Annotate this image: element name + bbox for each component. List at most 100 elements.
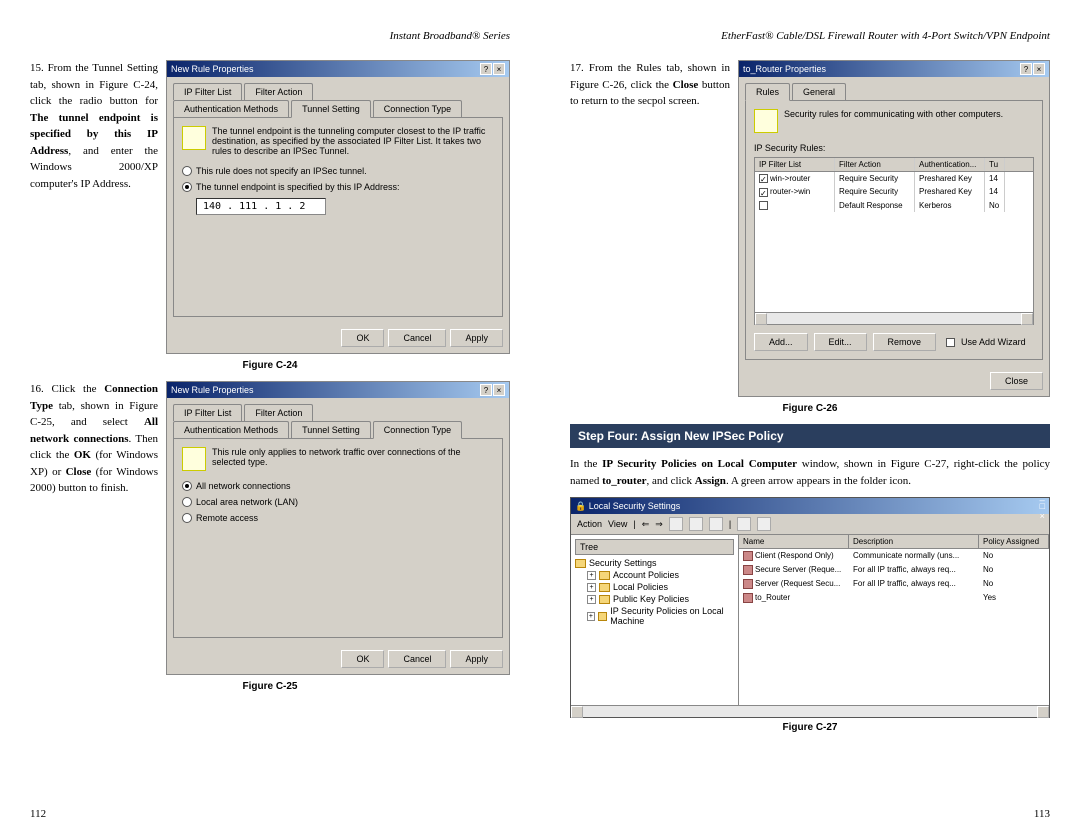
tree-pane[interactable]: Tree Security Settings+Account Policies+… (571, 535, 739, 705)
use-wizard-checkbox[interactable]: Use Add Wizard (946, 337, 1026, 347)
tab-ip-filter[interactable]: IP Filter List (173, 83, 242, 100)
tab-tunnel[interactable]: Tunnel Setting (291, 100, 371, 118)
col-header[interactable]: Description (849, 535, 979, 548)
close-icon[interactable]: × (1040, 511, 1045, 521)
radio-icon (182, 182, 192, 192)
tab-conn-type[interactable]: Connection Type (373, 100, 462, 117)
scrollbar[interactable] (571, 705, 1049, 717)
tab-filter-action[interactable]: Filter Action (244, 404, 313, 421)
col-header[interactable]: Tu (985, 158, 1005, 171)
page-number: 112 (30, 808, 46, 820)
info-icon (754, 109, 778, 133)
tab-row2: Authentication Methods Tunnel Setting Co… (167, 100, 509, 117)
scroll-right-icon[interactable] (1037, 706, 1049, 718)
scroll-right-icon[interactable] (1021, 313, 1033, 325)
bold: Close (673, 79, 699, 91)
apply-button[interactable]: Apply (450, 650, 503, 668)
table-row[interactable]: Default ResponseKerberosNo (755, 199, 1033, 212)
tab-tunnel[interactable]: Tunnel Setting (291, 421, 371, 438)
radio-label: This rule does not specify an IPSec tunn… (196, 166, 367, 176)
radio-ip-tunnel[interactable]: The tunnel endpoint is specified by this… (182, 182, 494, 192)
add-button[interactable]: Add... (754, 333, 808, 351)
tree-header: Tree (575, 539, 734, 555)
col-header[interactable]: Authentication... (915, 158, 985, 171)
dialog-button-row: OK Cancel Apply (167, 323, 509, 353)
forward-icon[interactable]: ⇒ (655, 519, 663, 530)
dialog-title: to_Router Properties (743, 64, 826, 74)
window-buttons: ? × (1020, 63, 1045, 75)
col-header[interactable]: Name (739, 535, 849, 548)
toolbar-icon[interactable] (689, 517, 703, 531)
radio-label: Local area network (LAN) (196, 497, 298, 507)
tab-general[interactable]: General (792, 83, 846, 100)
menu-view[interactable]: View (608, 519, 627, 529)
scroll-left-icon[interactable] (571, 706, 583, 718)
back-icon[interactable]: ⇐ (642, 519, 650, 530)
tree-item[interactable]: Security Settings (575, 557, 734, 569)
rules-listview[interactable]: IP Filter List Filter Action Authenticat… (754, 157, 1034, 325)
section-header: Step Four: Assign New IPSec Policy (570, 424, 1050, 448)
scroll-track[interactable] (583, 706, 1037, 717)
help-icon[interactable]: ? (480, 384, 492, 396)
col-header[interactable]: IP Filter List (755, 158, 835, 171)
tree-item[interactable]: +Account Policies (587, 569, 734, 581)
col-header[interactable]: Policy Assigned (979, 535, 1049, 548)
cancel-button[interactable]: Cancel (388, 650, 446, 668)
page-112: Instant Broadband® Series 15. From the T… (0, 0, 540, 834)
ip-address-input[interactable]: 140 . 111 . 1 . 2 (196, 198, 326, 215)
maximize-icon[interactable]: □ (1040, 501, 1045, 511)
cancel-button[interactable]: Cancel (388, 329, 446, 347)
remove-button[interactable]: Remove (873, 333, 937, 351)
radio-icon (182, 166, 192, 176)
list-item[interactable]: Server (Request Secu...For all IP traffi… (739, 577, 1049, 591)
radio-all-net[interactable]: All network connections (182, 481, 494, 491)
bold: Assign (695, 475, 726, 487)
tree-item[interactable]: +Public Key Policies (587, 593, 734, 605)
ok-button[interactable]: OK (341, 650, 384, 668)
toolbar-icon[interactable] (757, 517, 771, 531)
scroll-track[interactable] (767, 313, 1021, 324)
caption-c26: Figure C-26 (570, 403, 1050, 414)
edit-button[interactable]: Edit... (814, 333, 867, 351)
list-item[interactable]: Client (Respond Only)Communicate normall… (739, 549, 1049, 563)
table-row[interactable]: router->winRequire SecurityPreshared Key… (755, 185, 1033, 198)
ok-button[interactable]: OK (341, 329, 384, 347)
checkbox-label: Use Add Wizard (961, 337, 1026, 347)
info-box: This rule only applies to network traffi… (182, 447, 494, 471)
toolbar-icon[interactable] (737, 517, 751, 531)
scrollbar[interactable] (755, 312, 1033, 324)
list-item[interactable]: Secure Server (Reque...For all IP traffi… (739, 563, 1049, 577)
toolbar-icon[interactable] (669, 517, 683, 531)
scroll-left-icon[interactable] (755, 313, 767, 325)
tree-item[interactable]: +Local Policies (587, 581, 734, 593)
lss-titlebar: 🔒 Local Security Settings _ □ × (571, 498, 1049, 514)
minimize-icon[interactable]: _ (1040, 491, 1045, 501)
menu-action[interactable]: Action (577, 519, 602, 529)
table-row[interactable]: win->routerRequire SecurityPreshared Key… (755, 172, 1033, 185)
tab-ip-filter[interactable]: IP Filter List (173, 404, 242, 421)
tree-item[interactable]: +IP Security Policies on Local Machine (587, 605, 734, 627)
close-icon[interactable]: × (493, 384, 505, 396)
help-icon[interactable]: ? (480, 63, 492, 75)
close-icon[interactable]: × (1033, 63, 1045, 75)
tab-auth[interactable]: Authentication Methods (173, 100, 289, 117)
tab-rules[interactable]: Rules (745, 83, 790, 101)
toolbar-icon[interactable] (709, 517, 723, 531)
step-16-text: 16. Click the Connection Type tab, shown… (30, 381, 158, 675)
tab-auth[interactable]: Authentication Methods (173, 421, 289, 438)
close-icon[interactable]: × (493, 63, 505, 75)
txt: Click the (51, 383, 104, 395)
list-item[interactable]: to_RouterYes (739, 591, 1049, 605)
tab-conn-type[interactable]: Connection Type (373, 421, 462, 439)
close-button[interactable]: Close (990, 372, 1043, 390)
col-header[interactable]: Filter Action (835, 158, 915, 171)
radio-no-tunnel[interactable]: This rule does not specify an IPSec tunn… (182, 166, 494, 176)
info-text: Security rules for communicating with ot… (784, 109, 1003, 133)
radio-remote[interactable]: Remote access (182, 513, 494, 523)
help-icon[interactable]: ? (1020, 63, 1032, 75)
list-pane[interactable]: Name Description Policy Assigned Client … (739, 535, 1049, 705)
tab-filter-action[interactable]: Filter Action (244, 83, 313, 100)
rules-header: IP Filter List Filter Action Authenticat… (755, 158, 1033, 172)
radio-lan[interactable]: Local area network (LAN) (182, 497, 494, 507)
apply-button[interactable]: Apply (450, 329, 503, 347)
